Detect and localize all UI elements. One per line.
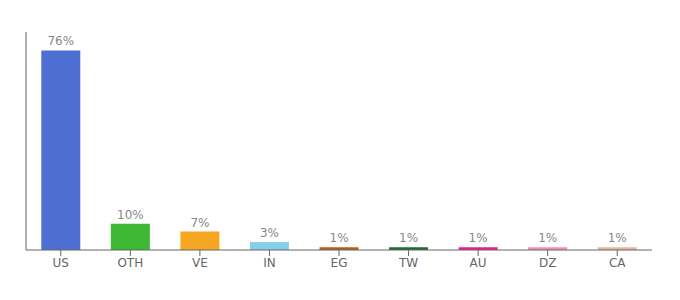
svg-text:EG: EG [331, 256, 348, 270]
svg-text:CA: CA [609, 256, 626, 270]
svg-text:IN: IN [263, 256, 276, 270]
svg-text:10%: 10% [117, 208, 144, 222]
svg-text:76%: 76% [47, 34, 74, 48]
svg-text:1%: 1% [608, 231, 627, 245]
svg-text:OTH: OTH [117, 256, 143, 270]
svg-text:TW: TW [398, 256, 418, 270]
svg-text:1%: 1% [330, 231, 349, 245]
svg-text:1%: 1% [469, 231, 488, 245]
svg-text:VE: VE [192, 256, 208, 270]
svg-text:US: US [53, 256, 69, 270]
svg-text:1%: 1% [399, 231, 418, 245]
svg-text:1%: 1% [538, 231, 557, 245]
svg-text:7%: 7% [190, 216, 209, 230]
svg-text:AU: AU [470, 256, 487, 270]
svg-text:DZ: DZ [539, 256, 556, 270]
svg-text:3%: 3% [260, 226, 279, 240]
